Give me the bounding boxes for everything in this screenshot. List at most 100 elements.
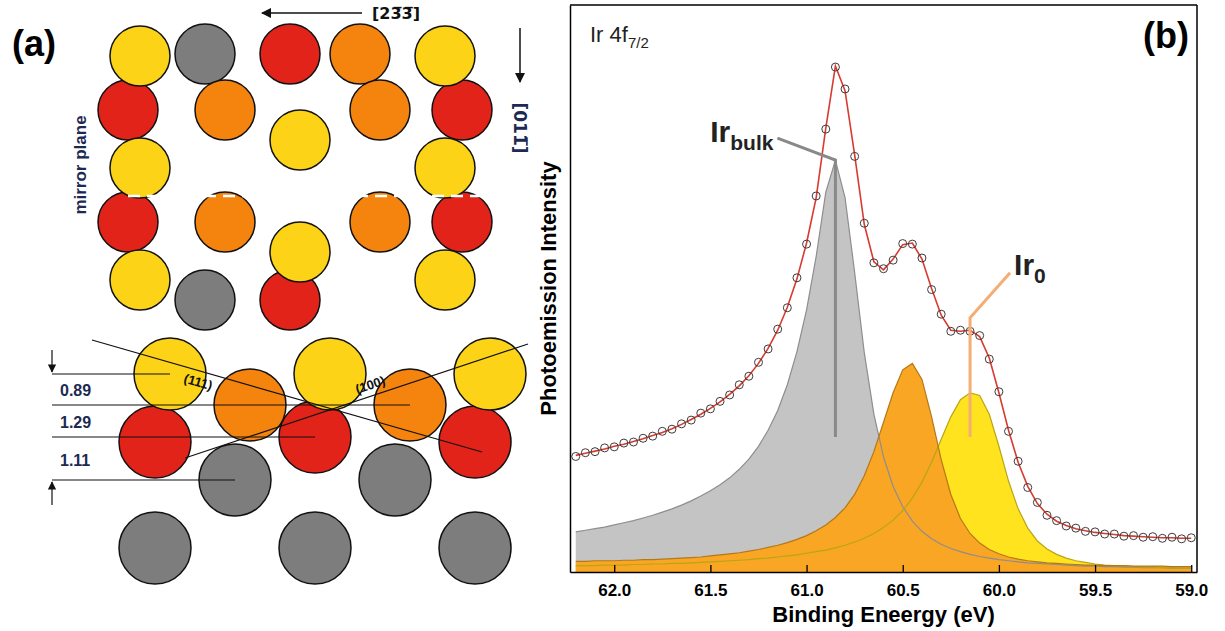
- atom: [110, 138, 170, 198]
- data-point: [976, 332, 984, 340]
- atom: [415, 26, 475, 86]
- x-tick-label: 62.0: [598, 581, 631, 600]
- data-point: [601, 444, 609, 452]
- data-point: [1043, 511, 1051, 519]
- data-point: [995, 388, 1003, 396]
- component-area: [576, 363, 1191, 572]
- peak-label-main: Ir: [710, 115, 730, 148]
- atom: [439, 406, 511, 478]
- layer-spacing: 1.11: [60, 452, 90, 469]
- data-point: [1091, 528, 1099, 536]
- atom: [330, 24, 390, 84]
- atom: [119, 512, 191, 584]
- atom: [270, 110, 330, 170]
- x-axis-title: Binding Eneergy (eV): [772, 602, 994, 627]
- top-view: mirror plane[23̅3̅][011̅]: [71, 4, 531, 330]
- plane-label: (111): [182, 371, 214, 393]
- spacing-arrow: [51, 482, 52, 505]
- layer-line: [52, 479, 235, 480]
- atom: [195, 80, 255, 140]
- data-point: [1062, 522, 1070, 530]
- figure: (a) mirror plane[23̅3̅][011̅] 0.89 1.29 1.11…: [0, 0, 1225, 631]
- data-point: [1053, 517, 1061, 525]
- x-tick-mark: [903, 565, 904, 572]
- x-tick-mark: [614, 565, 615, 572]
- x-tick: 60.5: [887, 565, 920, 600]
- plane-label: (100): [353, 373, 387, 397]
- x-tick-label: 60.5: [887, 581, 920, 600]
- data-point: [1187, 534, 1195, 542]
- layer-line: [52, 404, 410, 405]
- mirror-plane-label: mirror plane: [71, 115, 90, 214]
- atom: [175, 24, 235, 84]
- data-point: [793, 274, 801, 282]
- data-point: [803, 240, 811, 248]
- atom: [432, 80, 492, 140]
- direction-arrow: [519, 28, 521, 82]
- x-tick-label: 61.5: [694, 581, 727, 600]
- atom: [415, 138, 475, 198]
- fit-line: [576, 66, 1191, 538]
- component-area: [576, 160, 1191, 572]
- x-tick: 62.0: [598, 565, 631, 600]
- data-point: [591, 448, 599, 456]
- layer-spacing: 0.89: [60, 382, 91, 399]
- atom: [260, 24, 320, 84]
- data-point: [1168, 533, 1176, 541]
- plane-line: [185, 344, 528, 458]
- data-point: [937, 310, 945, 318]
- direction-arrow: [262, 12, 362, 14]
- data-point: [716, 397, 724, 405]
- data-point: [1024, 483, 1032, 491]
- data-point: [581, 449, 589, 457]
- data-point: [774, 325, 782, 333]
- data-point: [889, 256, 897, 264]
- data-point: [668, 425, 676, 433]
- panel-label: (a): [12, 23, 56, 64]
- data-point: [610, 443, 618, 451]
- data-point: [697, 409, 705, 417]
- data-point: [726, 391, 734, 399]
- data-point: [1033, 498, 1041, 506]
- data-point: [735, 381, 743, 389]
- x-tick-mark: [710, 565, 711, 572]
- x-tick-label: 60.0: [983, 581, 1016, 600]
- atom: [294, 338, 366, 410]
- peak-label: Irbulk: [710, 115, 774, 154]
- mirror-plane-line: [128, 195, 492, 198]
- data-point: [620, 439, 628, 447]
- x-axis: 62.061.561.060.560.059.559.0: [571, 565, 1209, 600]
- data-point: [1081, 527, 1089, 535]
- panel-b: IrbulkIr062.061.561.060.560.059.559.0Ir …: [536, 5, 1209, 627]
- peak-label-subscript: bulk: [730, 131, 773, 154]
- data-point: [1158, 534, 1166, 542]
- data-point: [870, 259, 878, 267]
- data-point: [1130, 532, 1138, 540]
- data-point: [678, 420, 686, 428]
- data-point: [572, 452, 580, 460]
- data-point: [822, 125, 830, 133]
- x-tick-mark: [806, 565, 807, 572]
- data-point: [899, 240, 907, 248]
- chart-title-main: Ir 4f: [590, 22, 629, 47]
- x-tick: 60.0: [983, 565, 1016, 600]
- atom: [270, 222, 330, 282]
- x-tick: 59.5: [1079, 565, 1112, 600]
- x-tick-mark: [999, 565, 1000, 572]
- x-tick: 61.0: [791, 565, 824, 600]
- data-point: [629, 438, 637, 446]
- layer-spacing: 1.29: [60, 414, 91, 431]
- data-point: [649, 432, 657, 440]
- data-point: [928, 286, 936, 294]
- peak-label: Ir0: [1014, 248, 1046, 287]
- data-point: [985, 355, 993, 363]
- layer-line: [52, 436, 315, 437]
- atom: [415, 250, 475, 310]
- plot-frame: [570, 4, 1197, 6]
- atom: [359, 444, 431, 516]
- chart-title: Ir 4f7/2: [590, 22, 649, 51]
- x-tick-mark: [1095, 565, 1096, 572]
- data-point: [1101, 530, 1109, 538]
- data-point: [860, 219, 868, 227]
- data-point: [687, 416, 695, 424]
